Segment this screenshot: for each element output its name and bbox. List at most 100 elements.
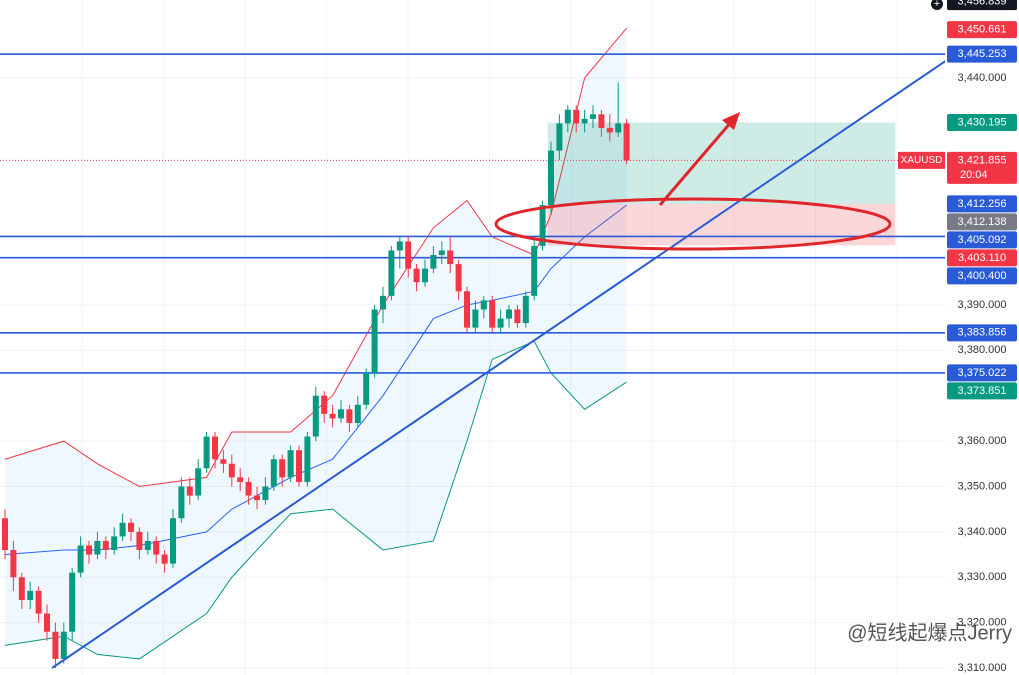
price-label: 3,412.256 bbox=[958, 198, 1007, 210]
candle-body bbox=[170, 518, 176, 564]
price-label: 3,375.022 bbox=[958, 367, 1007, 379]
candle-body bbox=[220, 459, 227, 464]
candle-body bbox=[430, 255, 437, 269]
arrow-head bbox=[722, 112, 740, 130]
candle-body bbox=[69, 572, 76, 632]
candle-body bbox=[195, 468, 202, 496]
candle-body bbox=[346, 409, 353, 423]
candle-body bbox=[489, 300, 496, 328]
candle-body bbox=[262, 486, 269, 501]
candle-body bbox=[212, 436, 218, 460]
candle-body bbox=[119, 522, 126, 537]
candle-body bbox=[128, 522, 134, 532]
price-label-box bbox=[947, 0, 1017, 11]
watermark: @短线起爆点Jerry bbox=[847, 621, 1012, 644]
candle-body bbox=[354, 404, 361, 423]
candle-body bbox=[178, 486, 185, 519]
arrow-shaft bbox=[658, 120, 734, 206]
candle-body bbox=[388, 250, 395, 296]
y-tick-label: 3,320.000 bbox=[958, 617, 1007, 629]
candle-body bbox=[480, 300, 487, 310]
price-label-box bbox=[947, 382, 1017, 400]
candle-body bbox=[338, 409, 344, 419]
price-label-box bbox=[947, 114, 1017, 132]
candle-body bbox=[144, 540, 151, 551]
price-label: 3,412.138 bbox=[958, 216, 1007, 228]
price-label-box bbox=[947, 213, 1017, 231]
candle-body bbox=[506, 309, 512, 319]
candle-body bbox=[321, 395, 328, 414]
candle-body bbox=[447, 250, 454, 265]
candle-body bbox=[44, 613, 50, 632]
candle-body bbox=[380, 295, 386, 310]
candle-body bbox=[598, 114, 605, 128]
candle-body bbox=[161, 554, 168, 564]
candle-body bbox=[287, 450, 294, 478]
candle-body bbox=[203, 436, 210, 469]
candle-body bbox=[556, 123, 563, 151]
candle-body bbox=[329, 413, 336, 419]
price-label: 3,403.110 bbox=[958, 252, 1006, 264]
y-tick-label: 3,350.000 bbox=[958, 480, 1007, 492]
candle-body bbox=[371, 309, 378, 374]
candle-body bbox=[304, 436, 311, 482]
trendline bbox=[51, 59, 947, 669]
candle-body bbox=[254, 495, 260, 501]
candle-body bbox=[438, 250, 445, 256]
price-label: 3,430.195 bbox=[958, 116, 1007, 128]
candle-body bbox=[94, 540, 101, 555]
candle-body bbox=[10, 550, 17, 578]
candle-body bbox=[548, 150, 554, 206]
candle-body bbox=[405, 241, 412, 269]
price-label: 3,421.855 bbox=[958, 154, 1007, 166]
vertical-grid bbox=[0, 0, 945, 675]
candle-body bbox=[102, 540, 109, 551]
candle-body bbox=[312, 395, 319, 437]
y-tick-label: 3,330.000 bbox=[958, 571, 1007, 583]
candle-body bbox=[573, 109, 580, 124]
candle-body bbox=[245, 481, 252, 496]
candle-body bbox=[111, 536, 118, 551]
add-icon: + bbox=[934, 0, 940, 10]
candle-body bbox=[539, 205, 546, 246]
price-label-box bbox=[947, 267, 1017, 285]
add-button[interactable] bbox=[931, 0, 943, 10]
candle-body bbox=[35, 590, 42, 614]
band-lower bbox=[4, 340, 627, 660]
candle-body bbox=[581, 118, 588, 124]
highlight-ellipse bbox=[494, 197, 892, 251]
candle-body bbox=[522, 295, 529, 324]
y-tick-label: 3,380.000 bbox=[958, 344, 1007, 356]
candle-body bbox=[623, 123, 630, 161]
candle-body bbox=[52, 631, 59, 659]
price-label: 3,383.856 bbox=[958, 327, 1007, 339]
candle-body bbox=[153, 540, 160, 555]
price-label-box bbox=[947, 249, 1017, 267]
candle-body bbox=[136, 531, 143, 551]
candle-body bbox=[296, 450, 302, 482]
candle-body bbox=[186, 486, 193, 496]
price-label-box bbox=[947, 324, 1017, 342]
countdown: 20:04 bbox=[960, 169, 988, 181]
price-label: 3,400.400 bbox=[958, 270, 1007, 282]
price-label-box bbox=[947, 21, 1017, 39]
y-tick-label: 3,440.000 bbox=[958, 72, 1007, 84]
y-tick-label: 3,310.000 bbox=[958, 662, 1007, 674]
price-label-box bbox=[947, 151, 1017, 184]
price-label: 3,373.851 bbox=[958, 385, 1007, 397]
candle-body bbox=[464, 291, 470, 328]
candle-body bbox=[27, 590, 34, 600]
candle-body bbox=[228, 463, 235, 478]
candle-body bbox=[279, 459, 286, 478]
stop-zone bbox=[547, 203, 896, 246]
candle-body bbox=[455, 264, 462, 292]
symbol-box bbox=[898, 151, 945, 169]
candle-body bbox=[615, 123, 622, 133]
candle-body bbox=[413, 268, 420, 283]
y-tick-label: 3,340.000 bbox=[958, 526, 1007, 538]
candle-body bbox=[531, 245, 538, 296]
candle-body bbox=[237, 477, 244, 482]
candle-body bbox=[396, 241, 403, 251]
